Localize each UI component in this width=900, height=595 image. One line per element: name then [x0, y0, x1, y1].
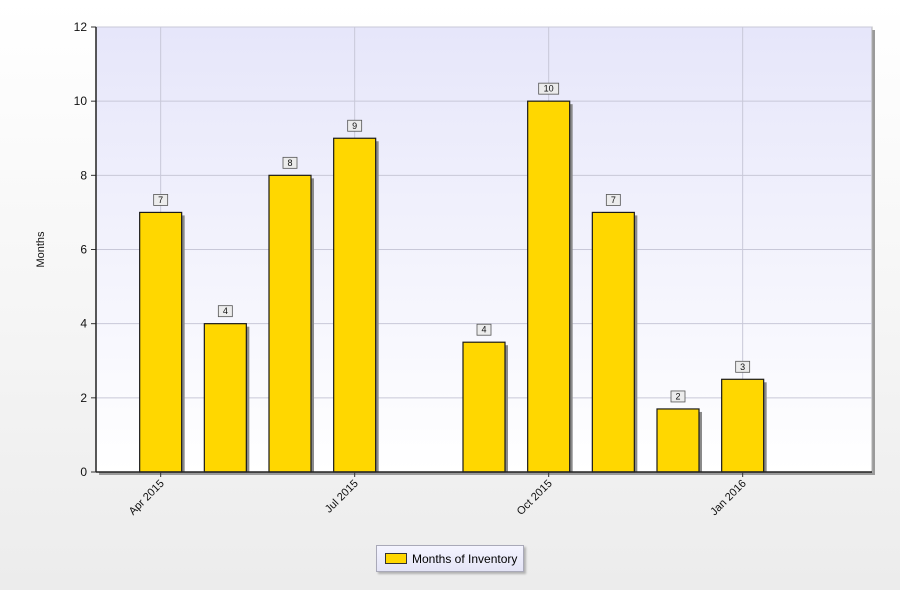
bar — [268, 174, 312, 473]
data-label-box — [670, 390, 686, 403]
data-label: 7 — [611, 195, 616, 205]
bar — [203, 323, 247, 473]
y-tick-label: 2 — [80, 391, 87, 405]
y-axis-title: Months — [35, 231, 47, 268]
data-label: 10 — [544, 84, 554, 94]
y-tick-label: 0 — [80, 465, 87, 479]
data-label-box — [605, 194, 621, 206]
y-tick-label: 4 — [80, 317, 87, 331]
x-tick-label: Jan 2016 — [708, 478, 748, 518]
bar — [462, 341, 506, 473]
y-tick-label: 12 — [74, 20, 88, 34]
x-tick-label: Jul 2015 — [323, 478, 361, 516]
data-label: 3 — [740, 362, 745, 372]
y-tick-label: 8 — [80, 168, 87, 182]
data-label: 9 — [352, 121, 357, 131]
legend-label: Months of Inventory — [412, 551, 518, 566]
y-tick-label: 6 — [80, 243, 87, 257]
data-label: 4 — [481, 325, 486, 335]
data-label: 8 — [287, 158, 292, 168]
data-label: 4 — [223, 306, 228, 316]
data-label-box — [282, 156, 298, 169]
data-label-box — [735, 360, 751, 373]
bar — [591, 211, 635, 473]
x-tick-label: Apr 2015 — [127, 478, 167, 518]
data-label-box — [538, 82, 560, 95]
legend: Months of Inventory — [376, 545, 524, 572]
data-label-box — [347, 119, 363, 132]
data-label: 2 — [675, 391, 680, 401]
legend-swatch — [385, 553, 407, 564]
bar — [527, 100, 571, 473]
bar — [139, 211, 183, 473]
bar — [333, 137, 377, 473]
data-label: 7 — [158, 195, 163, 205]
bar — [656, 408, 700, 473]
bar — [721, 378, 765, 473]
data-label-box — [153, 194, 169, 206]
y-tick-label: 10 — [74, 94, 88, 108]
x-tick-label: Oct 2015 — [515, 478, 555, 518]
data-label-box — [217, 305, 233, 318]
data-label-box — [476, 323, 492, 336]
